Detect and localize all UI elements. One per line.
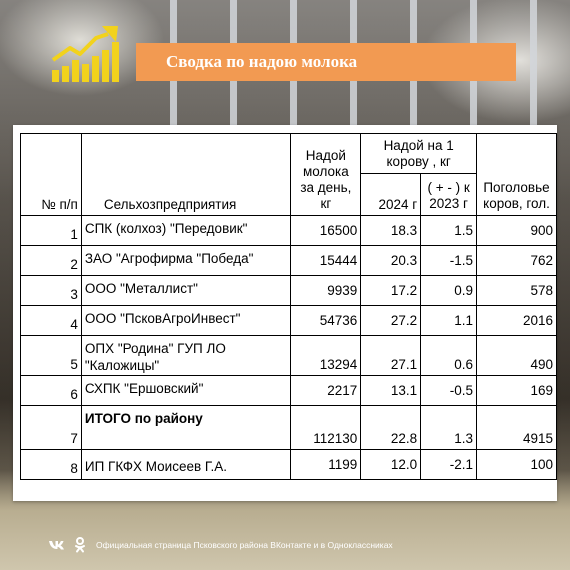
row-num: 1 xyxy=(20,215,82,246)
row-num: 7 xyxy=(20,405,82,450)
row-farm: СХПК "Ершовский" xyxy=(80,375,292,406)
row-farm: СПК (колхоз) "Передовик" xyxy=(80,215,292,246)
row-milk: 1199 xyxy=(290,449,362,480)
row-num: 8 xyxy=(20,449,82,480)
row-herd: 490 xyxy=(476,335,557,376)
row-farm: ООО "Металлист" xyxy=(80,275,292,306)
row-farm: ИТОГО по району xyxy=(80,405,292,450)
row-diff: -2.1 xyxy=(420,449,478,480)
table-row: 4 ООО "ПсковАгроИнвест" 54736 27.2 1.1 2… xyxy=(20,305,557,336)
row-per-cow: 27.1 xyxy=(360,335,422,376)
row-herd: 169 xyxy=(476,375,557,406)
table-row: 5 ОПХ "Родина" ГУП ЛО "Каложицы" 13294 2… xyxy=(20,335,557,376)
row-farm: ОПХ "Родина" ГУП ЛО "Каложицы" xyxy=(80,335,292,376)
row-num: 2 xyxy=(20,245,82,276)
row-diff: -0.5 xyxy=(420,375,478,406)
row-diff: 1.3 xyxy=(420,405,478,450)
row-diff: 0.9 xyxy=(420,275,478,306)
header-milk-per-day: Надой молока за день, кг xyxy=(290,133,362,216)
row-diff: 1.1 xyxy=(420,305,478,336)
row-farm: ООО "ПсковАгроИнвест" xyxy=(80,305,292,336)
row-per-cow: 18.3 xyxy=(360,215,422,246)
table-row-total: 7 ИТОГО по району 112130 22.8 1.3 4915 xyxy=(20,405,557,450)
row-herd: 100 xyxy=(476,449,557,480)
table-row: 1 СПК (колхоз) "Передовик" 16500 18.3 1.… xyxy=(20,215,557,246)
row-herd: 900 xyxy=(476,215,557,246)
row-num: 6 xyxy=(20,375,82,406)
row-per-cow: 13.1 xyxy=(360,375,422,406)
header-herd: Поголовье коров, гол. xyxy=(476,133,557,216)
milk-summary-sheet: № п/п Сельхозпредприятия Надой молока за… xyxy=(13,125,557,501)
row-herd: 2016 xyxy=(476,305,557,336)
footer-text: Официальная страница Псковского района В… xyxy=(96,540,393,550)
header-2024: 2024 г xyxy=(360,173,422,216)
row-milk: 2217 xyxy=(290,375,362,406)
row-per-cow: 17.2 xyxy=(360,275,422,306)
row-farm: ЗАО "Агрофирма "Победа" xyxy=(80,245,292,276)
row-herd: 578 xyxy=(476,275,557,306)
header-num: № п/п xyxy=(20,133,82,216)
row-milk: 9939 xyxy=(290,275,362,306)
row-per-cow: 27.2 xyxy=(360,305,422,336)
row-num: 5 xyxy=(20,335,82,376)
row-num: 3 xyxy=(20,275,82,306)
row-milk: 54736 xyxy=(290,305,362,336)
row-per-cow: 22.8 xyxy=(360,405,422,450)
row-herd: 762 xyxy=(476,245,557,276)
row-num: 4 xyxy=(20,305,82,336)
page-title: Сводка по надою молока xyxy=(136,43,516,81)
footer: Официальная страница Псковского района В… xyxy=(48,535,393,555)
row-diff: -1.5 xyxy=(420,245,478,276)
vk-icon[interactable] xyxy=(48,537,64,553)
row-milk: 13294 xyxy=(290,335,362,376)
row-per-cow: 20.3 xyxy=(360,245,422,276)
odnoklassniki-icon[interactable] xyxy=(72,537,88,553)
growth-chart-icon xyxy=(51,26,119,82)
page-title-text: Сводка по надою молока xyxy=(166,52,358,71)
row-farm: ИП ГКФХ Моисеев Г.А. xyxy=(80,449,292,480)
table-row: 3 ООО "Металлист" 9939 17.2 0.9 578 xyxy=(20,275,557,306)
milk-summary-table: № п/п Сельхозпредприятия Надой молока за… xyxy=(20,133,557,480)
row-herd: 4915 xyxy=(476,405,557,450)
row-milk: 112130 xyxy=(290,405,362,450)
header-farm: Сельхозпредприятия xyxy=(80,133,292,216)
table-row: 6 СХПК "Ершовский" 2217 13.1 -0.5 169 xyxy=(20,375,557,406)
table-row: 8 ИП ГКФХ Моисеев Г.А. 1199 12.0 -2.1 10… xyxy=(20,449,557,480)
row-per-cow: 12.0 xyxy=(360,449,422,480)
header-per-cow-group: Надой на 1 корову , кг xyxy=(360,133,478,174)
row-diff: 0.6 xyxy=(420,335,478,376)
row-milk: 16500 xyxy=(290,215,362,246)
row-milk: 15444 xyxy=(290,245,362,276)
header-diff-2023: ( + - ) к 2023 г xyxy=(420,173,478,216)
table-row: 2 ЗАО "Агрофирма "Победа" 15444 20.3 -1.… xyxy=(20,245,557,276)
row-diff: 1.5 xyxy=(420,215,478,246)
